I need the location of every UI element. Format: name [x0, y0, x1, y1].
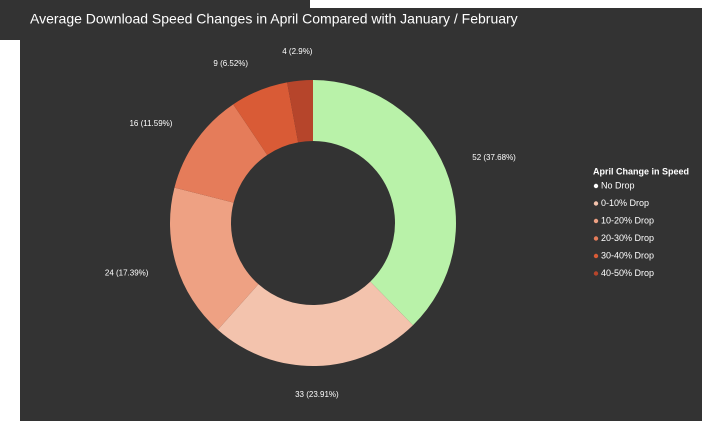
panel [20, 8, 702, 421]
slice [287, 80, 313, 143]
legend-marker [593, 271, 599, 276]
slice [170, 187, 259, 330]
legend-title: April Change in Speed [593, 166, 689, 176]
data-label: 33 (23.91%) [295, 390, 339, 399]
data-label: 24 (17.39%) [105, 268, 149, 277]
legend-marker [593, 201, 599, 206]
legend-label: No Drop [601, 180, 635, 190]
slice [313, 80, 456, 326]
legend-label: 0-10% Drop [601, 198, 649, 208]
legend-marker [593, 236, 599, 241]
data-label: 52 (37.68%) [472, 153, 516, 162]
chart-title: Average Download Speed Changes in April … [30, 11, 518, 27]
data-label: 4 (2.9%) [282, 47, 313, 56]
data-label: 16 (11.59%) [129, 119, 172, 128]
data-label: 9 (6.52%) [213, 59, 248, 68]
legend-label: 20-30% Drop [601, 233, 654, 243]
slice [217, 281, 413, 366]
legend-label: 40-50% Drop [601, 268, 654, 278]
legend-label: 10-20% Drop [601, 215, 654, 225]
legend-marker [593, 183, 599, 189]
legend-label: 30-40% Drop [601, 250, 654, 260]
slice [174, 104, 268, 203]
slice [233, 82, 299, 155]
legend-marker [593, 253, 599, 259]
legend-marker [593, 218, 599, 224]
